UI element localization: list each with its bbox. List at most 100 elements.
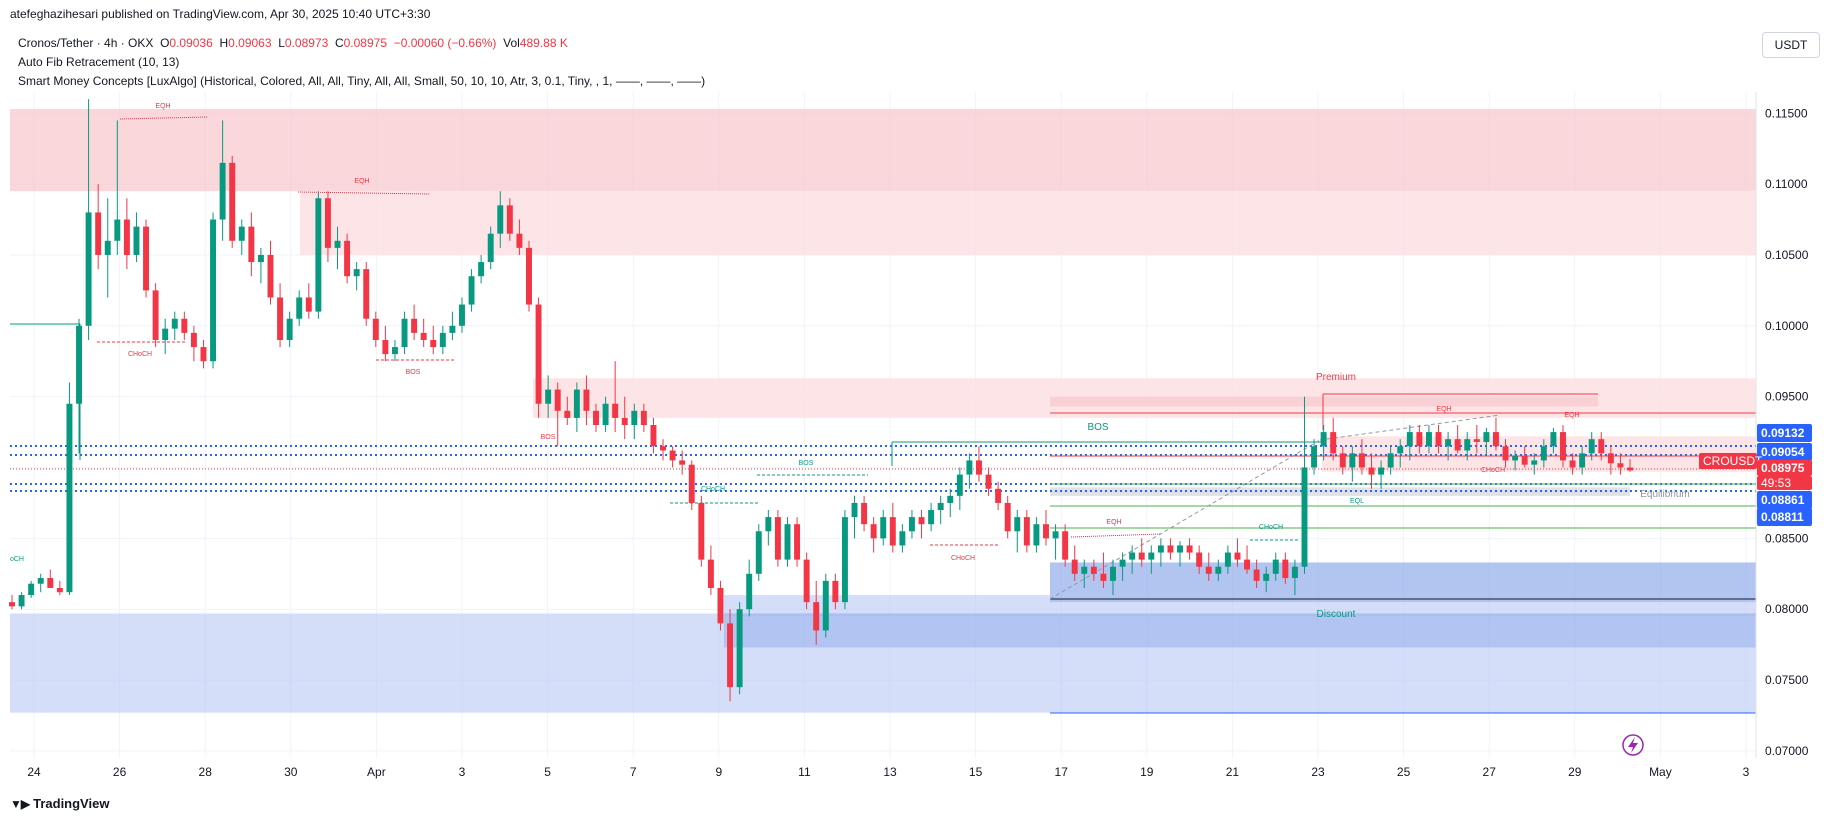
time-tick-label: 11 — [798, 765, 811, 779]
candle — [679, 450, 686, 475]
candle — [1052, 524, 1059, 560]
candle-body — [76, 325, 82, 404]
candle-body — [190, 332, 197, 348]
candle — [1569, 453, 1576, 475]
candle — [267, 240, 274, 305]
candle-body — [602, 403, 609, 425]
candle — [1224, 545, 1231, 574]
candle — [439, 325, 446, 355]
candle — [1416, 425, 1423, 454]
candle — [334, 226, 341, 270]
eqh-line — [297, 191, 431, 195]
candle-body — [516, 233, 523, 248]
indicator-smc-row[interactable]: Smart Money Concepts [LuxAlgo] (Historic… — [18, 74, 706, 88]
candle — [1560, 425, 1566, 468]
lightning-icon[interactable] — [1622, 734, 1644, 756]
candle-body — [1263, 573, 1270, 581]
currency-button[interactable]: USDT — [1762, 32, 1820, 58]
candle-body — [1129, 552, 1136, 560]
candle — [487, 226, 494, 270]
smc-annotation: Premium — [1316, 372, 1356, 383]
candle — [861, 495, 868, 532]
candle-body — [573, 389, 580, 418]
candle-body — [976, 460, 982, 475]
candle-body — [1483, 432, 1490, 443]
candle — [1129, 545, 1136, 574]
candle-body — [1272, 559, 1279, 574]
candle — [1378, 460, 1385, 489]
candle-body — [698, 502, 705, 560]
candle-series — [9, 99, 1633, 702]
candle-body — [640, 410, 647, 425]
candle — [928, 502, 935, 532]
candle-body — [1330, 432, 1337, 454]
price-axis[interactable]: 0.115000.110000.105000.100000.095000.090… — [1765, 106, 1809, 758]
time-tick-label: 3 — [1743, 765, 1750, 779]
candle-body — [880, 517, 887, 539]
candle-body — [813, 602, 820, 631]
candle-body — [238, 226, 245, 241]
candle — [698, 495, 705, 567]
candle-body — [612, 403, 619, 418]
candle-body — [1588, 439, 1595, 454]
candle — [315, 191, 322, 319]
candle-body — [1387, 453, 1394, 468]
candle-body — [162, 328, 169, 340]
price-chart[interactable]: EQHEQHCHoCHBOSBOSCHoCHBOSBOSCHoCHEQHCHoC… — [0, 0, 1835, 790]
candle — [813, 580, 820, 645]
price-label-bg — [1757, 424, 1812, 442]
candle — [1464, 432, 1471, 461]
price-tick-label: 0.08500 — [1765, 531, 1809, 545]
candle-body — [56, 587, 63, 593]
candle-body — [1186, 545, 1193, 553]
candle-body — [966, 460, 973, 475]
candle-body — [1560, 432, 1566, 461]
symbol-legend-row[interactable]: Cronos/Tether · 4h · OKX O0.09036 H0.090… — [18, 34, 705, 53]
candle — [583, 375, 590, 425]
candle-body — [133, 226, 140, 255]
candle — [1148, 545, 1155, 574]
candle-body — [564, 410, 571, 418]
time-tick-label: May — [1649, 765, 1672, 779]
candle-body — [822, 580, 829, 631]
candle — [1301, 396, 1308, 574]
publisher-line: atefeghazihesari published on TradingVie… — [10, 7, 431, 21]
price-tick-label: 0.11500 — [1765, 106, 1808, 120]
candle — [1435, 425, 1442, 454]
candle — [1512, 450, 1519, 471]
demand-zone-light — [724, 595, 1756, 617]
candle-body — [755, 531, 762, 574]
price-label-text: 0.09132 — [1761, 426, 1805, 440]
candle — [1339, 446, 1346, 475]
candle-body — [899, 531, 906, 546]
candle — [937, 495, 944, 525]
smc-annotation: EQH — [1564, 412, 1579, 419]
candle — [497, 191, 504, 248]
candle — [1090, 559, 1097, 581]
symbol-title: Cronos/Tether · 4h · OKX — [18, 36, 154, 50]
candle-body — [1416, 432, 1423, 447]
right-supply-zone — [1322, 436, 1756, 472]
smc-zones — [10, 109, 1756, 713]
price-label-text: CROUSDT — [1703, 454, 1763, 468]
candle-body — [363, 269, 370, 319]
candle-body — [1320, 432, 1327, 447]
candle — [363, 262, 370, 326]
candle-body — [1081, 566, 1088, 574]
smc-annotation: EQH — [1106, 519, 1121, 526]
candle-body — [1215, 566, 1222, 574]
candle — [9, 595, 15, 610]
candle-body — [870, 524, 877, 539]
candle — [181, 311, 188, 340]
price-label-text: 0.08861 — [1761, 493, 1805, 507]
candle — [947, 488, 954, 518]
candle — [391, 339, 398, 362]
candle-body — [28, 583, 35, 596]
premium-box — [1050, 396, 1598, 407]
candle-body — [459, 304, 465, 326]
indicator-fib-row[interactable]: Auto Fib Retracement (10, 13) — [18, 55, 180, 69]
time-axis[interactable]: 24 26 28 30 Apr 3 5 7 9 11 13 15 17 19 21 23 25 27 29 May 3 — [27, 765, 1749, 779]
tradingview-logo[interactable]: ▼▶ TradingView — [10, 796, 109, 811]
time-tick-label: 7 — [630, 765, 637, 779]
candle — [554, 382, 561, 447]
